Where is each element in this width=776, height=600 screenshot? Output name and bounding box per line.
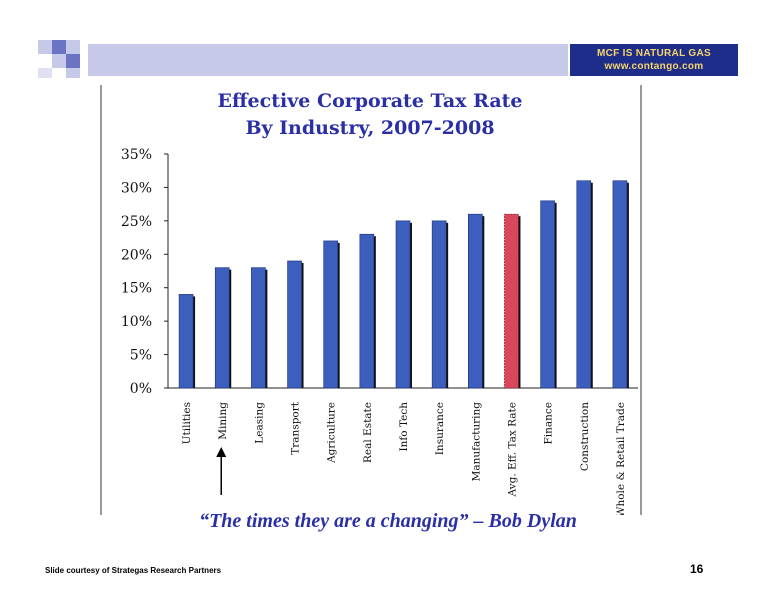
bar xyxy=(468,213,483,389)
page-number: 16 xyxy=(690,562,704,576)
y-tick-label: 20% xyxy=(121,247,152,263)
x-tick-label: Real Estate xyxy=(362,402,374,463)
bar xyxy=(576,180,592,389)
chart-title: Effective Corporate Tax Rate xyxy=(217,90,522,112)
x-tick-label: Construction xyxy=(579,402,591,471)
bar xyxy=(359,233,375,389)
bar xyxy=(612,180,628,389)
x-tick-label: Manufacturing xyxy=(470,402,482,482)
tax-rate-chart: Effective Corporate Tax Rate By Industry… xyxy=(100,85,642,517)
quote-text: “The times they are a changing” – Bob Dy… xyxy=(199,510,577,532)
bar xyxy=(251,267,266,389)
bar-average-highlight xyxy=(504,213,519,389)
decorative-squares xyxy=(38,40,80,78)
x-tick-label: Insurance xyxy=(434,402,446,455)
chart-frame: Effective Corporate Tax Rate By Industry… xyxy=(98,85,645,517)
x-tick-label: Leasing xyxy=(253,402,265,444)
y-tick-label: 35% xyxy=(121,147,152,163)
x-tick-label: Agriculture xyxy=(326,402,338,464)
y-tick-label: 30% xyxy=(121,180,152,196)
y-tick-label: 5% xyxy=(130,348,152,364)
x-tick-label: Mining xyxy=(217,402,229,440)
x-tick-label: Avg. Eff. Tax Rate xyxy=(506,402,518,497)
bar xyxy=(214,267,230,389)
y-tick-label: 15% xyxy=(121,281,152,297)
brand-line-1: MCF IS NATURAL GAS xyxy=(597,48,711,59)
credit-text: Slide courtesy of Strategas Research Par… xyxy=(45,566,222,575)
bar xyxy=(395,220,411,389)
y-tick-label: 25% xyxy=(121,214,152,230)
header-bar xyxy=(88,44,568,76)
bar xyxy=(431,220,447,389)
brand-line-2: www.contango.com xyxy=(604,61,704,72)
x-tick-label: Whole & Retail Trade xyxy=(615,402,627,515)
y-tick-label: 0% xyxy=(130,381,152,397)
up-arrow-icon xyxy=(216,447,227,495)
x-tick-label: Utilities xyxy=(181,402,193,444)
bar xyxy=(323,240,338,389)
brand-box: MCF IS NATURAL GAS www.contango.com xyxy=(570,44,738,76)
y-tick-label: 10% xyxy=(121,314,152,330)
x-tick-label: Info Tech xyxy=(398,402,410,452)
x-tick-label: Transport xyxy=(290,401,302,454)
bar xyxy=(287,260,302,389)
bar xyxy=(178,294,194,389)
chart-subtitle: By Industry, 2007-2008 xyxy=(245,117,494,139)
x-tick-label: Finance xyxy=(543,402,555,445)
bar xyxy=(540,200,555,389)
